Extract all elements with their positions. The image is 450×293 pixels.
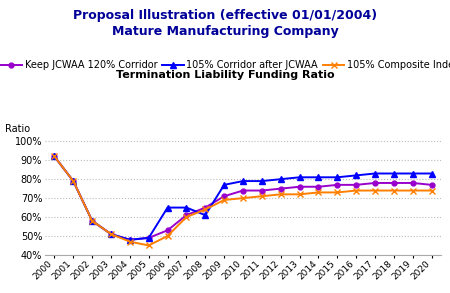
105% Composite Index Rate [71,179,76,183]
Keep JCWAA 120% Corridor [165,229,170,232]
Keep JCWAA 120% Corridor [353,183,359,187]
105% Corridor after JCWAA [410,172,415,175]
Keep JCWAA 120% Corridor [278,187,284,190]
Line: 105% Composite Index Rate: 105% Composite Index Rate [51,153,435,249]
Text: Proposal Illustration (effective 01/01/2004)
Mature Manufacturing Company: Proposal Illustration (effective 01/01/2… [73,9,377,38]
105% Corridor after JCWAA [108,232,114,236]
105% Composite Index Rate [278,193,284,196]
Line: 105% Corridor after JCWAA: 105% Corridor after JCWAA [52,154,434,243]
Line: Keep JCWAA 120% Corridor: Keep JCWAA 120% Corridor [52,154,434,242]
105% Corridor after JCWAA [429,172,434,175]
105% Corridor after JCWAA [221,183,227,187]
105% Composite Index Rate [372,189,378,192]
105% Corridor after JCWAA [353,174,359,177]
Keep JCWAA 120% Corridor [297,185,302,188]
Keep JCWAA 120% Corridor [202,206,208,209]
105% Corridor after JCWAA [165,206,170,209]
105% Corridor after JCWAA [184,206,189,209]
Keep JCWAA 120% Corridor [259,189,265,192]
Keep JCWAA 120% Corridor [221,195,227,198]
105% Composite Index Rate [146,244,151,247]
105% Composite Index Rate [165,234,170,238]
105% Corridor after JCWAA [372,172,378,175]
Keep JCWAA 120% Corridor [52,155,57,158]
105% Corridor after JCWAA [259,179,265,183]
105% Composite Index Rate [259,195,265,198]
105% Composite Index Rate [90,219,95,223]
105% Composite Index Rate [410,189,415,192]
Keep JCWAA 120% Corridor [108,232,114,236]
105% Corridor after JCWAA [297,176,302,179]
105% Composite Index Rate [202,208,208,211]
Text: Termination Liability Funding Ratio: Termination Liability Funding Ratio [116,70,334,80]
105% Composite Index Rate [316,191,321,194]
Keep JCWAA 120% Corridor [184,213,189,217]
105% Corridor after JCWAA [127,238,133,241]
105% Corridor after JCWAA [90,219,95,223]
105% Corridor after JCWAA [146,236,151,240]
105% Composite Index Rate [52,155,57,158]
Keep JCWAA 120% Corridor [127,238,133,241]
Keep JCWAA 120% Corridor [410,181,415,185]
105% Corridor after JCWAA [316,176,321,179]
Keep JCWAA 120% Corridor [240,189,246,192]
Keep JCWAA 120% Corridor [429,183,434,187]
Text: Ratio: Ratio [4,124,30,134]
105% Composite Index Rate [391,189,396,192]
105% Corridor after JCWAA [335,176,340,179]
105% Composite Index Rate [221,198,227,202]
Keep JCWAA 120% Corridor [90,219,95,223]
105% Corridor after JCWAA [52,155,57,158]
Keep JCWAA 120% Corridor [146,236,151,240]
Keep JCWAA 120% Corridor [372,181,378,185]
105% Composite Index Rate [240,196,246,200]
Keep JCWAA 120% Corridor [71,179,76,183]
105% Composite Index Rate [297,193,302,196]
105% Corridor after JCWAA [278,178,284,181]
105% Composite Index Rate [108,232,114,236]
105% Corridor after JCWAA [71,179,76,183]
105% Composite Index Rate [184,215,189,219]
105% Corridor after JCWAA [202,213,208,217]
105% Composite Index Rate [335,191,340,194]
Keep JCWAA 120% Corridor [316,185,321,188]
105% Composite Index Rate [127,240,133,243]
105% Corridor after JCWAA [391,172,396,175]
Legend: Keep JCWAA 120% Corridor, 105% Corridor after JCWAA, 105% Composite Index Rate: Keep JCWAA 120% Corridor, 105% Corridor … [0,60,450,70]
Keep JCWAA 120% Corridor [391,181,396,185]
105% Corridor after JCWAA [240,179,246,183]
105% Composite Index Rate [353,189,359,192]
Keep JCWAA 120% Corridor [335,183,340,187]
105% Composite Index Rate [429,189,434,192]
